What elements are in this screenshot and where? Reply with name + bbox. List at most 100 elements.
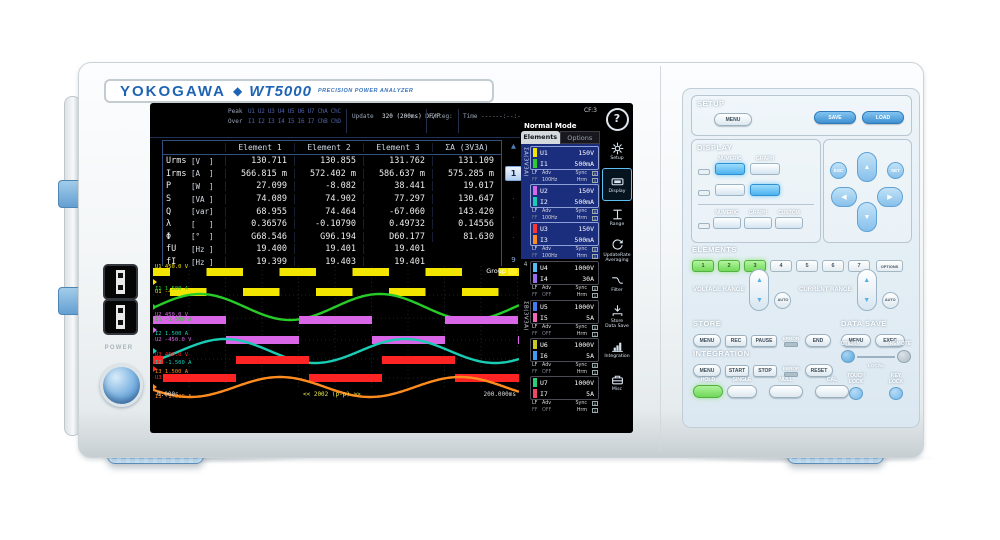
element-entry[interactable]: U6 1000V I6 5A <box>530 338 599 362</box>
data-save-exec-button[interactable]: EXEC <box>875 334 905 347</box>
element-entry[interactable]: U3 150V I3 500mA <box>530 222 599 246</box>
measurement-value: 130.855 <box>294 156 363 167</box>
menu-item-range[interactable]: Range <box>602 201 632 234</box>
element-entry[interactable]: U7 1000V I7 5A <box>530 376 599 400</box>
group-label-text: ΣB(3V3A) <box>522 301 529 332</box>
cal-button[interactable] <box>815 385 849 398</box>
range-down-icon[interactable]: ▼ <box>863 296 871 304</box>
channel-row: I2 500mA <box>531 196 598 207</box>
sidebar-header: CF:3 Normal Mode <box>521 105 600 131</box>
graph-button[interactable] <box>744 217 772 229</box>
hold-button[interactable] <box>693 385 723 398</box>
integration-menu-button[interactable]: MENU <box>693 364 721 377</box>
key-lock-button[interactable] <box>889 387 903 400</box>
element-settings: LF FF Adv OFF Sync Hrm U 1 <box>530 285 599 298</box>
menu-item-store-data-save[interactable]: Store Data Save <box>602 300 632 333</box>
menu-item-update-averaging[interactable]: UpdateRate Averaging <box>602 234 632 267</box>
page-up-icon[interactable]: ▲ <box>511 142 516 150</box>
element-entry[interactable]: U2 150V I2 500mA <box>530 184 599 208</box>
current-range-rocker[interactable]: ▲ ▼ <box>856 269 877 311</box>
channel-range: 500mA <box>574 197 594 206</box>
menu-item-label: Setup <box>610 156 624 162</box>
channel-name: I6 <box>540 351 548 360</box>
store-error-led <box>784 342 798 347</box>
save-button[interactable]: SAVE <box>814 111 856 124</box>
store-end-button[interactable]: END <box>805 334 831 347</box>
null-button[interactable] <box>769 385 803 398</box>
integration-start-button[interactable]: START <box>725 365 749 377</box>
single-button[interactable] <box>727 385 757 398</box>
usb-pin <box>118 285 123 290</box>
setup-menu-button[interactable]: MENU <box>714 113 752 126</box>
store-rec-button[interactable]: REC <box>725 335 747 347</box>
group-entries: U4 1000V I4 30A LF FF Adv OFF Sync Hrm U 1 <box>530 259 600 298</box>
numeric-button[interactable] <box>713 217 741 229</box>
tab-options[interactable]: Options <box>559 131 600 144</box>
page-last[interactable]: 9 <box>511 256 516 265</box>
function-unit: [VA ] <box>191 194 214 204</box>
help-icon[interactable]: ? <box>605 108 629 131</box>
range-up-icon[interactable]: ▲ <box>755 276 763 284</box>
measurement-value: 19.403 <box>294 257 363 268</box>
range-down-icon[interactable]: ▼ <box>755 296 763 304</box>
menu-item-setup[interactable]: Setup <box>602 135 632 168</box>
arrow-right-button[interactable]: ▶ <box>877 187 903 207</box>
measurement-value: 143.420 <box>432 206 501 217</box>
menu-item-integration[interactable]: Integration <box>602 333 632 366</box>
store-pause-button[interactable]: PAUSE <box>751 335 777 347</box>
power-button[interactable] <box>100 364 143 407</box>
element-entry[interactable]: U5 1000V I5 5A <box>530 300 599 324</box>
data-save-menu-button[interactable]: MENU <box>841 334 871 347</box>
menu-item-label: Display <box>608 189 626 195</box>
trace-marker-icon <box>153 304 157 310</box>
arrow-left-button[interactable]: ◀ <box>831 187 857 207</box>
display-numeric-top-button[interactable] <box>715 163 745 175</box>
utility-button[interactable] <box>841 350 855 363</box>
element-entry[interactable]: U1 150V I1 500mA <box>530 146 599 170</box>
arrow-down-button[interactable]: ▼ <box>857 202 877 232</box>
range-up-icon[interactable]: ▲ <box>863 276 871 284</box>
page-current[interactable]: 1 <box>505 165 522 181</box>
channel-name: I2 <box>540 197 548 206</box>
esc-button[interactable]: ESC <box>830 162 847 179</box>
single-label: SINGLE <box>732 377 752 383</box>
sync-setting: Sync Hrm <box>575 325 587 337</box>
current-auto-button[interactable]: AUTO <box>881 291 899 309</box>
column-header: Element 3 <box>363 143 432 152</box>
touch-lock-button[interactable] <box>849 387 863 400</box>
utility-label: UTILITY <box>841 341 860 347</box>
element-button-6[interactable]: 6 <box>822 260 844 272</box>
element-button-5[interactable]: 5 <box>796 260 818 272</box>
voltage-range-rocker[interactable]: ▲ ▼ <box>749 269 770 311</box>
menu-item-filter[interactable]: Filter <box>602 267 632 300</box>
element-button-4[interactable]: 4 <box>770 260 792 272</box>
display-graph-top-button[interactable] <box>750 163 780 175</box>
column-header: Element 2 <box>294 143 363 152</box>
load-button[interactable]: LOAD <box>862 111 904 124</box>
element-button-1[interactable]: 1 <box>692 260 714 272</box>
voltage-auto-button[interactable]: AUTO <box>774 291 792 309</box>
tab-elements[interactable]: Elements <box>521 131 560 144</box>
channel-color-icon <box>533 302 537 311</box>
channel-range: 5A <box>586 351 594 360</box>
element-entry[interactable]: U4 1000V I4 30A <box>530 261 599 285</box>
measurement-value: 0.49732 <box>363 219 432 230</box>
menu-item-misc[interactable]: Misc <box>602 366 632 399</box>
element-button-2[interactable]: 2 <box>718 260 740 272</box>
display-numeric-bottom-button[interactable] <box>715 184 745 196</box>
store-menu-button[interactable]: MENU <box>693 334 721 347</box>
adv-setting: Adv OFF <box>542 363 552 375</box>
remote-button[interactable] <box>897 350 911 363</box>
set-button[interactable]: SET <box>887 162 904 179</box>
integration-reset-button[interactable]: RESET <box>805 364 833 377</box>
integration-stop-button[interactable]: STOP <box>753 365 777 377</box>
menu-item-label: Store Data Save <box>605 318 629 329</box>
arrow-up-button[interactable]: ▲ <box>857 152 877 182</box>
display-graph-bottom-button[interactable] <box>750 184 780 196</box>
element-options-button[interactable]: OPTIONS <box>876 260 903 272</box>
menu-item-display[interactable]: Display <box>602 168 632 201</box>
custom-button[interactable] <box>775 217 803 229</box>
channel-color-icon <box>533 235 537 244</box>
measurement-value: 572.402 m <box>294 168 363 179</box>
display-led <box>698 190 710 196</box>
